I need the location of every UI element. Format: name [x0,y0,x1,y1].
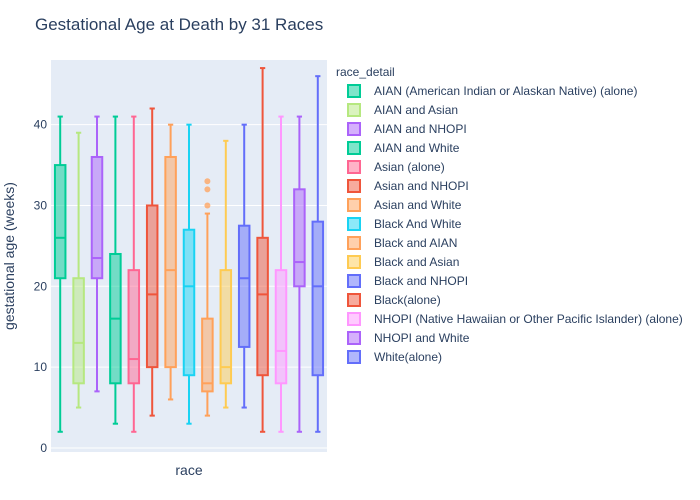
outlier-point [204,186,211,193]
legend-label: Black and NHOPI [374,274,468,288]
legend-swatch [347,179,361,193]
legend-item[interactable]: White(alone) [347,350,442,364]
legend-item[interactable]: AIAN and NHOPI [347,122,467,136]
box-14 [311,75,325,433]
legend-swatch [347,331,361,345]
legend-label: Black and AIAN [374,236,457,250]
box-iqr [182,228,196,377]
outlier-point [204,178,211,185]
box-12 [274,115,288,433]
legend: race_detail AIAN (American Indian or Ala… [336,65,683,364]
box-iqr [145,204,159,369]
box-11 [256,67,269,433]
legend-item[interactable]: AIAN and White [347,141,460,155]
box-0 [53,115,67,433]
legend-item[interactable]: Black and Asian [347,255,459,269]
y-tick-label: 40 [34,118,48,132]
legend-swatch [347,312,361,326]
y-tick-label: 10 [34,360,48,374]
y-axis-title: gestational age (weeks) [1,182,17,330]
box-3 [109,115,122,425]
legend-swatch [347,84,361,98]
x-axis-title: race [175,462,202,478]
legend-swatch [347,122,361,136]
box-10 [237,123,251,409]
box-8 [201,178,214,417]
legend-swatch [347,350,361,364]
legend-swatch [347,141,361,155]
legend-label: Asian and White [374,198,462,212]
box-iqr [72,277,85,385]
legend-item[interactable]: Black(alone) [347,293,441,307]
y-tick-label: 0 [40,441,47,455]
legend-item[interactable]: NHOPI (Native Hawaiian or Other Pacific … [347,312,683,326]
legend-item[interactable]: Black and NHOPI [347,274,468,288]
legend-item[interactable]: Black and AIAN [347,236,457,250]
legend-label: Asian and NHOPI [374,179,469,193]
legend-label: AIAN and White [374,141,460,155]
box-iqr [256,236,269,377]
legend-label: AIAN and Asian [374,103,458,117]
legend-item[interactable]: Asian (alone) [347,160,445,174]
legend-swatch [347,293,361,307]
legend-item[interactable]: AIAN (American Indian or Alaskan Native)… [347,84,637,98]
box-iqr [90,155,104,280]
outlier-point [204,202,211,209]
y-tick-label: 30 [34,198,48,212]
legend-label: Black And White [374,217,462,231]
legend-item[interactable]: Asian and White [347,198,462,212]
box-iqr [53,164,67,280]
box-6 [164,123,177,401]
legend-swatch [347,255,361,269]
chart-title: Gestational Age at Death by 31 Races [35,15,323,34]
legend-swatch [347,274,361,288]
box-iqr [293,188,306,288]
box-iqr [311,220,325,377]
legend-label: NHOPI (Native Hawaiian or Other Pacific … [374,312,683,326]
legend-item[interactable]: NHOPI and White [347,331,470,345]
legend-item[interactable]: Asian and NHOPI [347,179,469,193]
y-tick-label: 20 [34,279,48,293]
legend-label: AIAN and NHOPI [374,122,467,136]
box-iqr [164,155,177,369]
legend-label: AIAN (American Indian or Alaskan Native)… [374,84,637,98]
boxes [53,67,325,433]
legend-label: Asian (alone) [374,160,445,174]
legend-swatch [347,198,361,212]
box-13 [293,115,306,433]
legend-label: Black(alone) [374,293,441,307]
box-iqr [201,317,214,393]
box-iqr [237,224,251,348]
legend-swatch [347,103,361,117]
legend-swatch [347,217,361,231]
box-5 [145,107,159,417]
legend-item[interactable]: AIAN and Asian [347,103,458,117]
legend-swatch [347,236,361,250]
box-2 [90,115,104,393]
box-4 [127,115,141,433]
legend-swatch [347,160,361,174]
y-tick-labels: 0 10 20 30 40 [34,118,48,455]
box-iqr [274,269,288,385]
legend-label: White(alone) [374,350,442,364]
legend-label: Black and Asian [374,255,459,269]
box-1 [72,131,85,409]
box-iqr [127,269,141,385]
legend-label: NHOPI and White [374,331,470,345]
box-9 [219,139,233,409]
box-iqr [219,269,233,385]
legend-title: race_detail [336,65,395,79]
legend-item[interactable]: Black And White [347,217,462,231]
box-7 [182,123,196,425]
